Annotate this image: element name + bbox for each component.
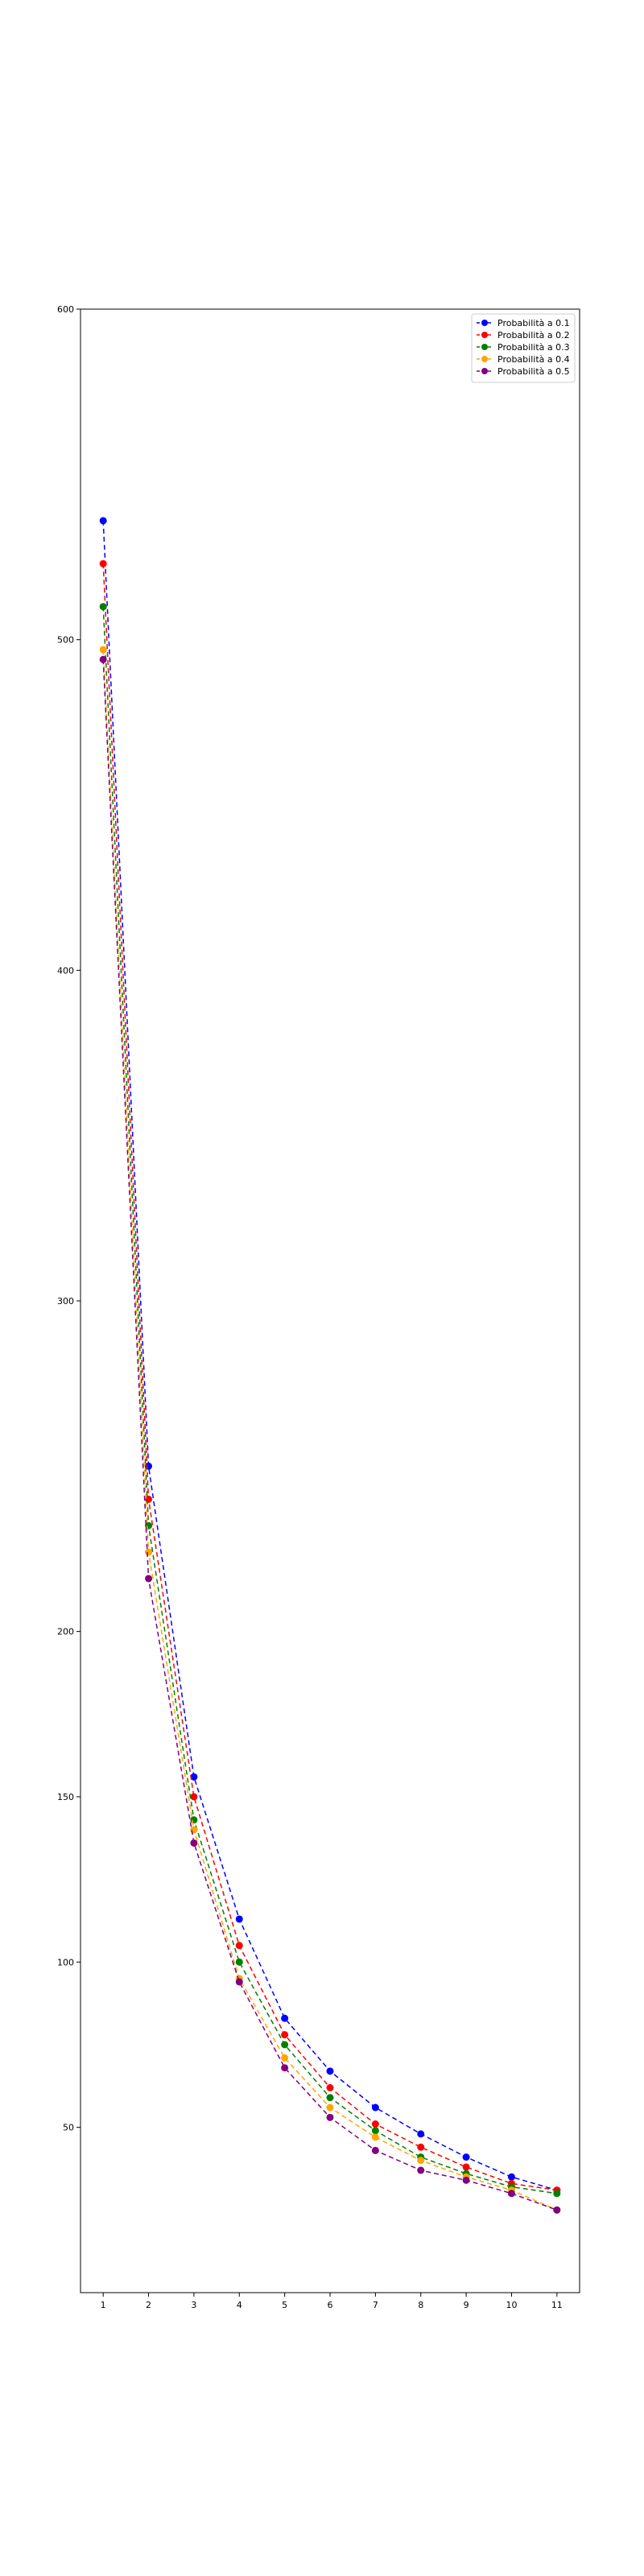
data-point [281,2064,289,2072]
data-point [235,1978,243,1986]
data-point [553,2206,561,2214]
y-tick-label: 50 [63,2123,74,2133]
legend-marker [481,368,488,374]
data-point [326,2103,334,2112]
data-point [326,2067,334,2075]
y-tick-label: 100 [57,1957,74,1967]
legend-marker [481,344,488,350]
legend-label: Probabilità a 0.3 [497,342,570,353]
legend-label: Probabilità a 0.1 [497,318,570,328]
data-point [281,2041,289,2049]
y-tick-label: 600 [57,304,74,315]
data-point [553,2190,561,2198]
data-point [417,2166,425,2174]
x-tick-label: 1 [101,2300,106,2310]
legend-label: Probabilità a 0.2 [497,330,570,341]
data-point [281,2031,289,2039]
data-point [371,2120,379,2128]
x-axis: 1 2 3 4 5 6 7 8 9 10 11 [101,2293,563,2310]
x-tick-label: 6 [328,2300,333,2310]
data-point [190,1816,198,1824]
data-point [417,2143,425,2151]
y-tick-label: 300 [57,1296,74,1307]
data-point [326,2083,334,2091]
legend-item: Probabilità a 0.2 [477,330,570,341]
data-point [235,1942,243,1950]
data-point [507,2173,515,2181]
legend-label: Probabilità a 0.5 [497,366,570,377]
legend-item: Probabilità a 0.5 [477,366,570,377]
data-point [235,1915,243,1923]
data-point [507,2190,515,2198]
data-point [190,1793,198,1801]
x-tick-label: 11 [551,2300,563,2310]
data-point [281,2054,289,2062]
data-point [190,1826,198,1834]
legend-item: Probabilità a 0.1 [477,318,570,328]
data-point [371,2133,379,2141]
data-point [145,1548,153,1556]
legend-box [471,313,576,383]
x-tick-label: 10 [506,2300,517,2310]
data-point [371,2146,379,2154]
data-point [462,2163,470,2171]
y-tick-label: 200 [57,1627,74,1637]
data-point [99,559,107,568]
data-point [99,603,107,611]
x-tick-label: 8 [418,2300,423,2310]
data-point [281,2014,289,2022]
data-point [371,2103,379,2112]
y-axis: 50 100 150 200 300 400 500 600 [57,304,80,2133]
plot-series [99,517,561,2214]
x-tick-label: 9 [464,2300,469,2310]
data-point [462,2153,470,2161]
legend-marker [481,320,488,326]
x-tick-label: 7 [373,2300,378,2310]
legend-item: Probabilità a 0.3 [477,342,570,353]
data-point [99,517,107,525]
data-point [145,1575,153,1583]
data-point [371,2127,379,2135]
data-point [417,2157,425,2165]
data-point [326,2094,334,2102]
x-tick-label: 5 [282,2300,287,2310]
data-point [190,1773,198,1781]
data-point [326,2113,334,2121]
legend-item: Probabilità a 0.4 [477,354,570,365]
data-point [99,655,107,663]
x-tick-label: 4 [237,2300,242,2310]
legend-marker [481,356,488,362]
series-5 [99,655,561,2214]
legend-label: Probabilità a 0.4 [497,354,570,365]
data-point [417,2130,425,2138]
y-tick-label: 400 [57,965,74,976]
legend-marker [481,332,488,338]
x-tick-label: 2 [146,2300,151,2310]
data-point [190,1839,198,1847]
x-tick-label: 3 [191,2300,196,2310]
data-point [462,2176,470,2184]
series-1 [99,517,561,2194]
y-tick-label: 150 [57,1792,74,1802]
data-point [235,1958,243,1966]
data-point [99,646,107,654]
y-tick-label: 500 [57,635,74,646]
